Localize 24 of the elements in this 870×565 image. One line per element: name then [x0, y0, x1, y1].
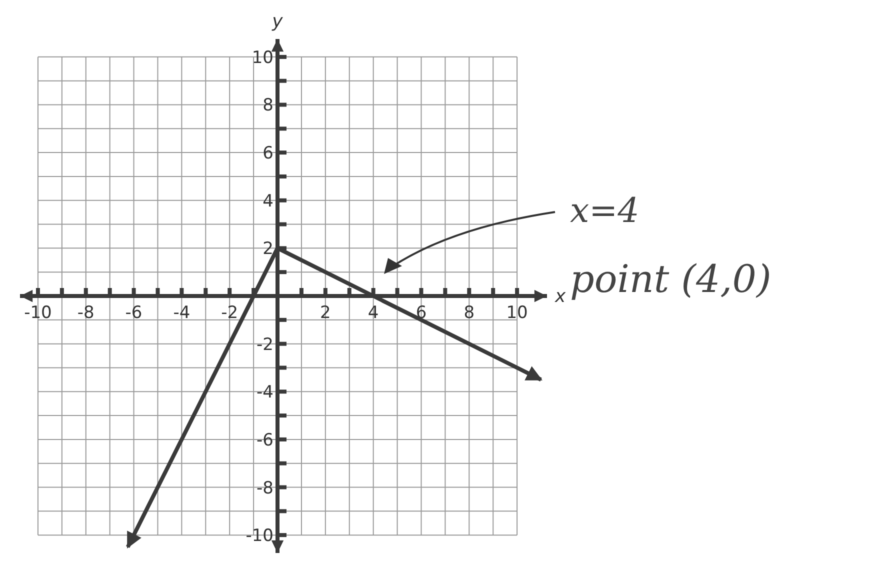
y-tick-label: 10 [252, 48, 274, 68]
text: point (4,0) [570, 257, 772, 301]
y-tick-label: -2 [256, 334, 274, 355]
y-tick-label: 8 [262, 96, 274, 116]
x-tick-label: 4 [368, 303, 379, 323]
text: x=4 [570, 191, 640, 231]
x-axis-title: x [554, 286, 566, 307]
y-tick-label: -6 [256, 430, 274, 450]
x-tick-label: -10 [24, 303, 52, 323]
x-tick-label: 8 [464, 303, 475, 323]
x-tick-label: 10 [506, 303, 528, 323]
x-tick-label: 2 [320, 303, 331, 323]
x-tick-label: -6 [125, 303, 142, 323]
y-tick-label: 2 [262, 239, 274, 260]
y-axis-title: y [271, 11, 284, 32]
y-tick-label: 4 [262, 191, 274, 212]
y-tick-label: 6 [262, 144, 274, 164]
x-tick-label: -4 [173, 303, 190, 323]
y-tick-label: -10 [246, 526, 274, 546]
x-tick-label: -8 [77, 303, 94, 323]
x-tick-label: 6 [416, 303, 427, 323]
x-tick-label: -2 [221, 303, 238, 323]
y-tick-label: -8 [256, 478, 274, 498]
y-tick-label: -4 [256, 382, 274, 403]
